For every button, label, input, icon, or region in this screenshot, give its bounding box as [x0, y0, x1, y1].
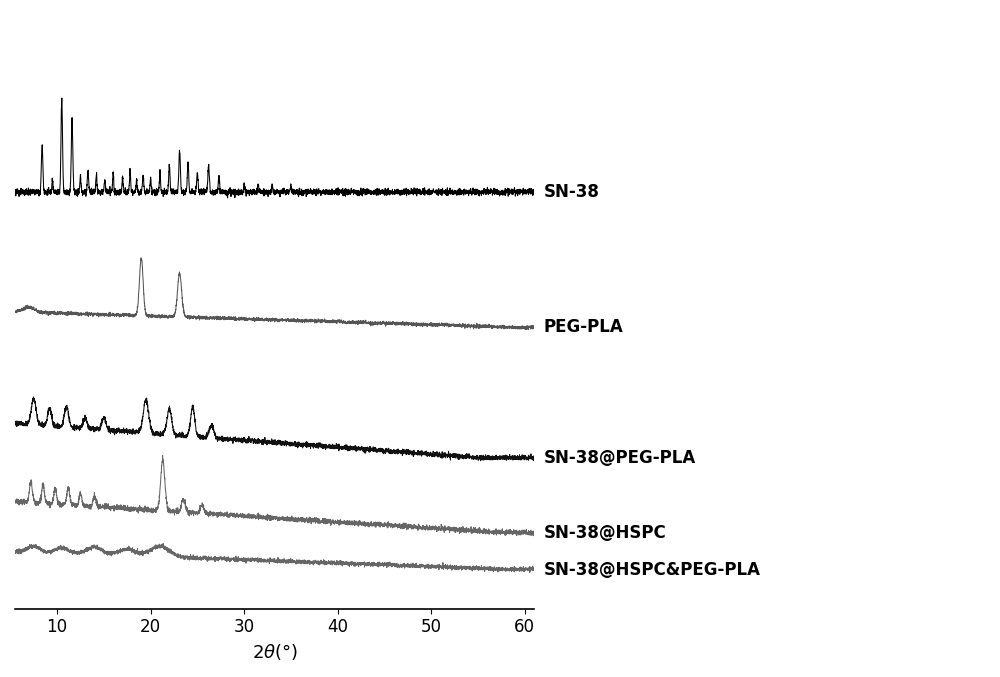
- Text: SN-38@PEG-PLA: SN-38@PEG-PLA: [543, 449, 696, 467]
- X-axis label: $2\theta$$\mathregular{(°)}$: $2\theta$$\mathregular{(°)}$: [252, 642, 297, 662]
- Text: PEG-PLA: PEG-PLA: [543, 318, 623, 336]
- Text: SN-38@HSPC: SN-38@HSPC: [543, 524, 666, 542]
- Text: SN-38: SN-38: [543, 183, 599, 201]
- Text: SN-38@HSPC&PEG-PLA: SN-38@HSPC&PEG-PLA: [543, 561, 760, 580]
